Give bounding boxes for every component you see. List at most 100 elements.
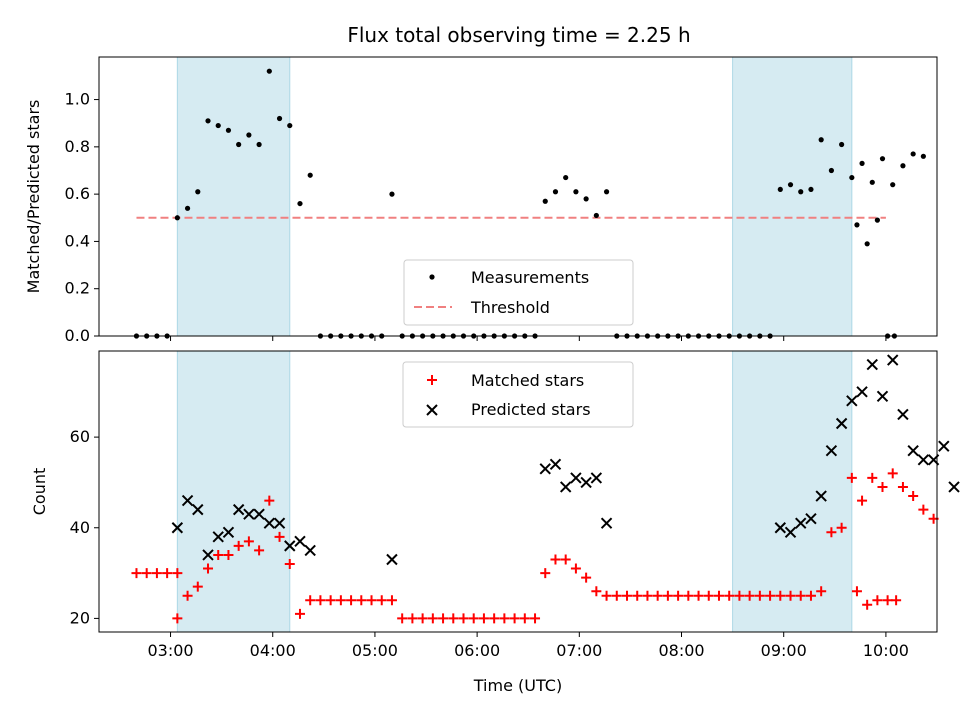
data-point — [683, 590, 694, 601]
data-point — [583, 196, 589, 202]
data-point — [222, 526, 235, 538]
data-point — [570, 563, 581, 574]
y-axis-label: Matched/Predicted stars — [24, 100, 43, 294]
data-point — [864, 241, 870, 247]
data-point — [225, 127, 232, 133]
data-point — [693, 590, 704, 601]
data-point — [552, 189, 559, 195]
data-point — [205, 118, 211, 124]
data-point — [581, 572, 592, 583]
data-point — [866, 358, 878, 371]
data-point — [795, 517, 807, 529]
legend-frame — [403, 259, 634, 326]
axes-frame — [98, 56, 938, 337]
data-point — [591, 586, 602, 597]
data-point — [835, 417, 848, 430]
chart-title: Flux total observing time = 2.25 h — [347, 23, 690, 47]
y-axis-label: Count — [30, 468, 49, 516]
data-point — [335, 595, 346, 606]
data-point — [573, 189, 579, 195]
data-point — [765, 590, 776, 601]
data-point — [287, 122, 293, 129]
data-point — [785, 590, 796, 601]
data-point — [918, 504, 929, 515]
legend-label: Matched stars — [471, 371, 584, 390]
data-point — [891, 595, 902, 606]
data-point — [724, 590, 735, 601]
y-tick-label: 0.2 — [65, 279, 90, 298]
data-point — [438, 613, 449, 624]
data-point — [174, 215, 180, 221]
data-point — [774, 522, 787, 534]
legend-marker-measurements — [429, 274, 435, 280]
data-point — [458, 613, 469, 624]
data-point — [862, 599, 873, 610]
data-point — [673, 590, 684, 601]
data-point — [632, 590, 643, 601]
data-point — [519, 613, 530, 624]
x-tick-label: 04:00 — [250, 641, 296, 660]
y-tick-label: 1.0 — [65, 90, 90, 109]
data-point — [233, 540, 244, 551]
data-point — [872, 595, 883, 606]
legend-label: Threshold — [470, 298, 550, 317]
data-point — [798, 189, 804, 195]
data-point — [874, 217, 880, 223]
shaded-region — [176, 56, 291, 337]
data-point — [307, 172, 313, 178]
data-point — [540, 568, 551, 579]
data-point — [754, 590, 765, 601]
data-point — [662, 590, 673, 601]
data-point — [784, 526, 797, 538]
bottom-panel: 20 40 60 03:00 04:00 05:00 06:00 07:00 08:00 09:0… — [30, 350, 960, 695]
data-point — [253, 508, 265, 520]
data-point — [151, 568, 162, 579]
data-point — [182, 590, 193, 601]
data-point — [550, 554, 561, 565]
data-point — [448, 613, 459, 624]
data-point — [600, 517, 613, 529]
data-point — [172, 613, 183, 624]
data-point — [825, 445, 838, 457]
legend-marker-predicted — [426, 404, 438, 416]
data-point — [816, 586, 827, 597]
shaded-region — [732, 56, 853, 337]
data-point — [846, 472, 857, 483]
data-point — [243, 536, 254, 547]
data-point — [366, 595, 377, 606]
series-predicted-stars — [171, 354, 960, 566]
data-point — [887, 468, 898, 479]
data-point — [499, 613, 510, 624]
data-point — [276, 115, 283, 122]
data-point — [856, 386, 868, 398]
data-point — [938, 440, 950, 452]
shaded-region — [732, 350, 853, 633]
data-point — [805, 590, 816, 601]
data-point — [877, 481, 888, 492]
x-tick-label: 07:00 — [556, 641, 602, 660]
data-point — [294, 535, 306, 548]
data-point — [539, 463, 551, 475]
data-point — [908, 491, 919, 502]
data-point — [192, 503, 204, 516]
y-tick-label: 0.6 — [65, 184, 90, 203]
data-point — [417, 613, 428, 624]
data-point — [266, 68, 272, 74]
data-point — [397, 613, 408, 624]
data-point — [162, 568, 173, 579]
data-point — [826, 527, 837, 538]
data-point — [900, 163, 906, 169]
data-point — [243, 508, 255, 520]
top-panel: 0.0 0.2 0.4 0.6 0.8 1.0 Matched/Predicted star… — [24, 56, 938, 345]
series-matched-stars — [131, 468, 939, 624]
data-point — [232, 503, 245, 516]
data-point — [304, 544, 316, 557]
data-point — [236, 141, 242, 148]
y-tick-label: 0.8 — [65, 137, 90, 156]
data-point — [203, 563, 214, 574]
data-point — [882, 595, 893, 606]
data-point — [920, 153, 926, 159]
data-point — [559, 481, 572, 493]
data-point — [828, 167, 834, 174]
data-point — [542, 198, 548, 204]
